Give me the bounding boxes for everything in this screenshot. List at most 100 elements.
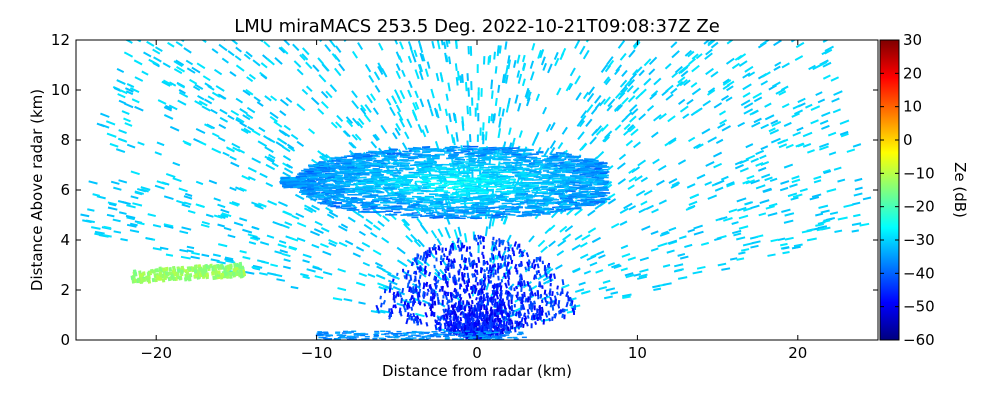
cloud-echo bbox=[339, 166, 346, 169]
noise-echo bbox=[619, 207, 629, 215]
cloud-echo bbox=[463, 150, 471, 153]
noise-echo bbox=[147, 213, 156, 218]
cloud-echo bbox=[402, 150, 409, 153]
noise-echo bbox=[575, 92, 582, 101]
cloud-echo bbox=[494, 147, 506, 149]
cloud-echo bbox=[500, 215, 507, 218]
clutter-echo bbox=[424, 269, 427, 275]
noise-echo bbox=[192, 85, 201, 91]
noise-echo bbox=[742, 83, 752, 91]
noise-echo bbox=[471, 97, 474, 106]
noise-echo bbox=[695, 143, 704, 150]
cloud-echo bbox=[523, 182, 531, 185]
noise-echo bbox=[822, 74, 831, 80]
cloud-echo bbox=[504, 210, 512, 212]
cloud-echo bbox=[597, 182, 607, 185]
noise-echo bbox=[559, 52, 565, 61]
cloud-echo bbox=[431, 211, 440, 214]
noise-echo bbox=[380, 309, 391, 314]
noise-echo bbox=[126, 204, 136, 209]
noise-echo bbox=[565, 82, 572, 92]
noise-echo bbox=[751, 109, 759, 115]
noise-echo bbox=[802, 131, 813, 138]
noise-echo bbox=[419, 52, 424, 62]
noise-echo bbox=[260, 241, 270, 246]
cloud-echo bbox=[508, 178, 516, 181]
cloud-echo bbox=[526, 194, 533, 196]
cloud-echo bbox=[562, 206, 570, 209]
noise-echo bbox=[691, 64, 700, 73]
noise-echo bbox=[614, 124, 622, 131]
clutter-echo bbox=[437, 299, 440, 305]
noise-echo bbox=[123, 102, 134, 109]
noise-echo bbox=[484, 226, 489, 237]
noise-echo bbox=[251, 157, 262, 164]
noise-echo bbox=[627, 124, 635, 131]
noise-echo bbox=[264, 146, 274, 153]
cloud-echo bbox=[515, 188, 525, 191]
cloud-echo bbox=[487, 163, 496, 166]
noise-echo bbox=[662, 282, 672, 286]
noise-echo bbox=[119, 89, 128, 95]
noise-echo bbox=[164, 104, 173, 110]
noise-echo bbox=[282, 171, 292, 178]
noise-echo bbox=[92, 193, 101, 197]
noise-echo bbox=[434, 271, 443, 281]
noise-echo bbox=[792, 104, 801, 110]
noise-echo bbox=[477, 244, 480, 254]
noise-echo bbox=[491, 217, 496, 227]
noise-echo bbox=[335, 121, 343, 129]
cloud-echo bbox=[348, 207, 357, 210]
noise-echo bbox=[204, 123, 214, 130]
noise-echo bbox=[677, 252, 686, 257]
noise-echo bbox=[216, 260, 226, 265]
clutter-echo bbox=[494, 269, 497, 275]
noise-echo bbox=[320, 90, 329, 99]
noise-echo bbox=[258, 126, 266, 133]
noise-echo bbox=[774, 61, 782, 67]
clutter-echo bbox=[423, 282, 426, 287]
noise-echo bbox=[722, 78, 730, 85]
clutter-echo bbox=[510, 285, 513, 291]
noise-echo bbox=[738, 60, 748, 67]
noise-echo bbox=[574, 208, 583, 216]
noise-echo bbox=[817, 61, 828, 68]
cloud-echo bbox=[491, 168, 503, 171]
noise-echo bbox=[618, 153, 627, 161]
noise-echo bbox=[117, 93, 126, 99]
noise-echo bbox=[744, 65, 754, 73]
noise-echo bbox=[370, 231, 378, 238]
noise-echo bbox=[553, 51, 559, 60]
noise-echo bbox=[651, 208, 659, 214]
noise-echo bbox=[302, 253, 312, 259]
noise-echo bbox=[87, 208, 95, 212]
noise-echo bbox=[281, 252, 291, 258]
cloud-echo bbox=[347, 155, 356, 158]
noise-echo bbox=[230, 109, 240, 117]
cloud-echo bbox=[369, 194, 379, 196]
cloud-echo bbox=[403, 175, 414, 177]
cloud-echo bbox=[399, 167, 406, 170]
noise-echo bbox=[306, 268, 316, 273]
clutter-echo bbox=[444, 323, 447, 328]
cloud-echo bbox=[435, 199, 444, 202]
noise-echo bbox=[235, 116, 245, 124]
cloud-echo bbox=[510, 209, 519, 212]
cloud-echo bbox=[403, 179, 412, 182]
noise-echo bbox=[782, 246, 790, 250]
noise-echo bbox=[415, 258, 424, 266]
cloud-echo bbox=[446, 157, 455, 160]
cloud-echo bbox=[486, 194, 496, 197]
noise-echo bbox=[567, 83, 574, 91]
noise-echo bbox=[163, 114, 174, 120]
clutter-echo bbox=[467, 257, 471, 262]
noise-echo bbox=[307, 206, 317, 213]
noise-echo bbox=[445, 93, 449, 101]
noise-echo bbox=[310, 97, 320, 106]
noise-echo bbox=[611, 263, 621, 269]
cloud-echo bbox=[396, 196, 406, 198]
cloud-echo bbox=[444, 146, 452, 149]
noise-echo bbox=[812, 64, 820, 71]
noise-echo bbox=[417, 40, 423, 50]
noise-echo bbox=[718, 110, 727, 116]
